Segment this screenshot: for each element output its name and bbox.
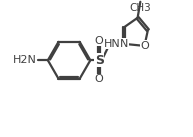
Text: HN: HN	[104, 39, 121, 49]
Text: S: S	[95, 54, 104, 67]
Text: CH3: CH3	[130, 3, 151, 13]
Text: O: O	[95, 75, 104, 84]
Text: H2N: H2N	[13, 55, 37, 65]
Text: O: O	[95, 36, 104, 46]
Text: N: N	[120, 39, 128, 49]
Text: O: O	[140, 41, 149, 51]
